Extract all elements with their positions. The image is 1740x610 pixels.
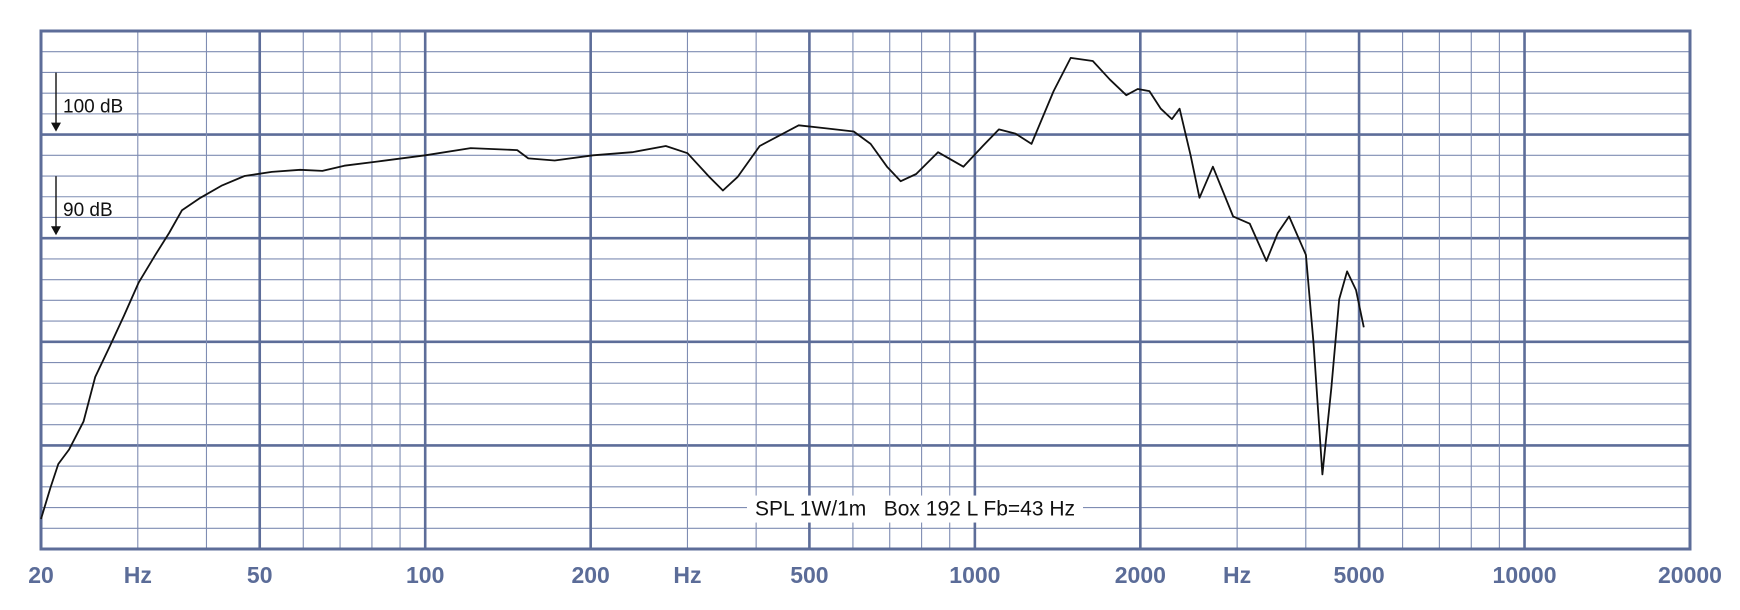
x-tick-label: 500 (790, 562, 828, 588)
y-tick-arrowhead (51, 226, 61, 236)
x-tick-label: 20 (28, 562, 54, 588)
x-tick-label: Hz (1223, 562, 1251, 588)
y-tick-label: 90 dB (63, 200, 113, 221)
x-tick-label: 2000 (1115, 562, 1166, 588)
x-tick-label: 50 (247, 562, 273, 588)
x-tick-label: 20000 (1658, 562, 1722, 588)
x-tick-label: Hz (124, 562, 152, 588)
response-curve (40, 57, 1365, 520)
x-tick-label: 1000 (949, 562, 1000, 588)
x-tick-label: 10000 (1493, 562, 1557, 588)
x-tick-label: 200 (571, 562, 609, 588)
x-tick-label: Hz (673, 562, 701, 588)
y-tick-label: 100 dB (63, 97, 123, 118)
annotation: SPL 1W/1m Box 192 L Fb=43 Hz (755, 498, 1075, 521)
x-tick-label: 100 (406, 562, 444, 588)
y-tick-arrowhead (51, 122, 61, 132)
annotation-bg (746, 495, 1084, 523)
x-tick-label: 5000 (1333, 562, 1384, 588)
plot-frame (39, 29, 1692, 551)
